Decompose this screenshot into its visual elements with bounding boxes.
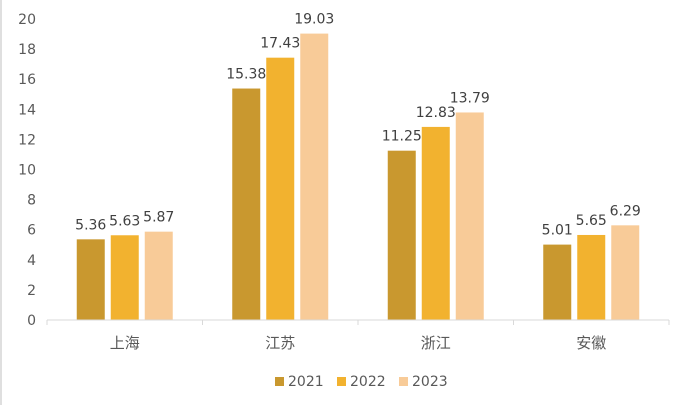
bar-2022 — [421, 126, 450, 320]
bar-2022 — [266, 57, 295, 321]
legend-swatch — [275, 377, 284, 386]
x-axis: 上海 江苏 浙江 安徽 — [46, 320, 670, 352]
legend-label: 2023 — [412, 374, 448, 390]
legend: 2021 2022 2023 — [275, 374, 448, 390]
data-labels-group: 5.36 5.63 5.87 15.38 17.43 19.03 11.25 12.8313.… — [75, 12, 641, 239]
x-category-label: 上海 — [110, 334, 140, 352]
legend-swatch — [399, 377, 408, 386]
data-label: 5.63 — [109, 213, 140, 229]
legend-label: 2022 — [350, 374, 386, 390]
y-tick-label: 12 — [18, 132, 36, 148]
y-tick-label: 10 — [18, 163, 36, 179]
bar-2023 — [144, 231, 173, 320]
data-label: 15.38 — [226, 67, 266, 83]
y-tick-label: 8 — [27, 193, 36, 209]
data-label: 19.03 — [294, 12, 334, 28]
y-tick-label: 16 — [18, 72, 36, 88]
y-tick-label: 4 — [27, 253, 36, 269]
x-category-label: 安徽 — [576, 334, 606, 352]
bar-2021 — [387, 150, 416, 320]
y-tick-label: 2 — [27, 283, 36, 299]
bar-2023 — [455, 112, 484, 320]
data-label: 13.79 — [450, 90, 490, 106]
y-axis: 0 2 4 6 8 10 12 14 16 18 20 — [18, 12, 36, 329]
data-label: 11.25 — [382, 129, 422, 145]
bar-2022 — [110, 235, 139, 320]
data-label: 12.83 — [416, 105, 456, 121]
data-label: 5.01 — [542, 223, 573, 239]
bar-2023 — [300, 33, 329, 320]
y-tick-label: 0 — [27, 313, 36, 329]
data-label: 5.36 — [75, 217, 106, 233]
bar-2023 — [611, 225, 640, 320]
y-tick-label: 18 — [18, 42, 36, 58]
bar-2021 — [76, 239, 105, 320]
data-label: 6.29 — [610, 203, 641, 219]
bar-2022 — [577, 234, 606, 320]
legend-label: 2021 — [288, 374, 324, 390]
y-tick-label: 6 — [27, 223, 36, 239]
legend-swatch — [337, 377, 346, 386]
data-label: 17.43 — [260, 36, 300, 52]
bar-2021 — [543, 244, 572, 320]
x-category-label: 江苏 — [265, 334, 295, 352]
bars-group — [76, 33, 640, 321]
x-category-label: 浙江 — [421, 334, 451, 352]
y-tick-label: 14 — [18, 102, 36, 118]
bar-2021 — [232, 88, 261, 320]
y-tick-label: 20 — [18, 12, 36, 28]
data-label: 5.87 — [143, 210, 174, 226]
data-label: 5.65 — [576, 213, 607, 229]
